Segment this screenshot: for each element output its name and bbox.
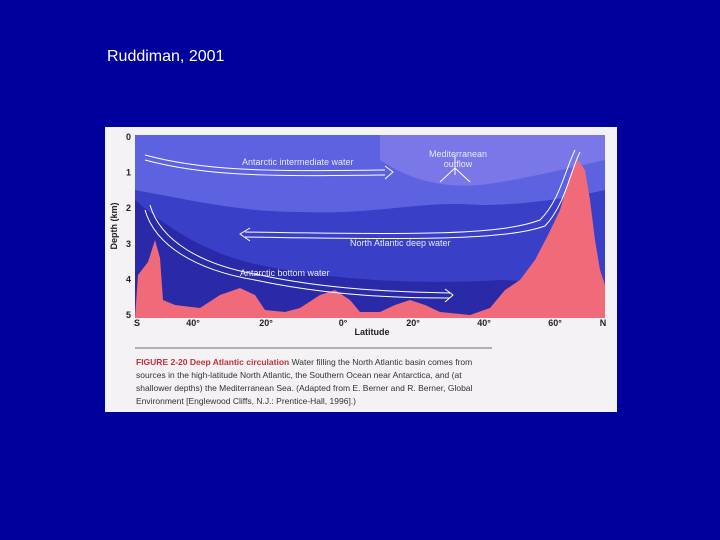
latitude-tick-label: 40° [186,318,200,328]
caption-line: sources in the high-latitude North Atlan… [136,370,462,380]
latitude-tick-label: 0° [339,318,348,328]
slide-title: Ruddiman, 2001 [107,48,225,65]
caption-line: Environment [Englewood Cliffs, N.J.: Pre… [136,396,356,406]
water-mass-label: Antarctic intermediate water [242,157,354,167]
depth-tick-label: 1 [126,168,131,178]
water-mass-label: Antarctic bottom water [240,268,330,278]
caption-text: Water filling the North Atlantic basin c… [292,357,473,367]
water-mass-label: outflow [444,159,473,169]
caption-line: shallower depths) the Mediterranean Sea.… [136,383,473,393]
caption-number: FIGURE 2-20 [136,357,188,367]
depth-tick-label: 3 [126,239,131,249]
latitude-tick-label: 60° [548,318,562,328]
latitude-ticks: S 40° 20° 0° 20° 40° 60° N [134,318,606,328]
latitude-tick-label: 20° [406,318,420,328]
water-mass-label: Mediterranean [429,149,487,159]
mediterranean-layer [380,135,605,186]
depth-tick-label: 5 [126,310,131,320]
latitude-tick-label: N [600,318,607,328]
depth-tick-label: 4 [126,274,131,284]
y-axis-label: Depth (km) [109,202,119,249]
depth-tick-label: 2 [126,203,131,213]
seafloor [135,160,605,318]
caption-line: FIGURE 2-20 Deep Atlantic circulation Wa… [136,357,472,367]
caption-heading: Deep Atlantic circulation [190,357,289,367]
figure: Antarctic intermediate water Mediterrane… [105,127,617,412]
depth-ticks: 0 1 2 3 4 5 [126,132,131,320]
latitude-tick-label: 40° [477,318,491,328]
depth-tick-label: 0 [126,132,131,142]
latitude-tick-label: 20° [259,318,273,328]
bottom-layer [135,200,605,318]
latitude-tick-label: S [134,318,140,328]
x-axis-label: Latitude [355,327,390,337]
flow-arrows [144,149,581,303]
water-mass-label: North Atlantic deep water [350,238,451,248]
